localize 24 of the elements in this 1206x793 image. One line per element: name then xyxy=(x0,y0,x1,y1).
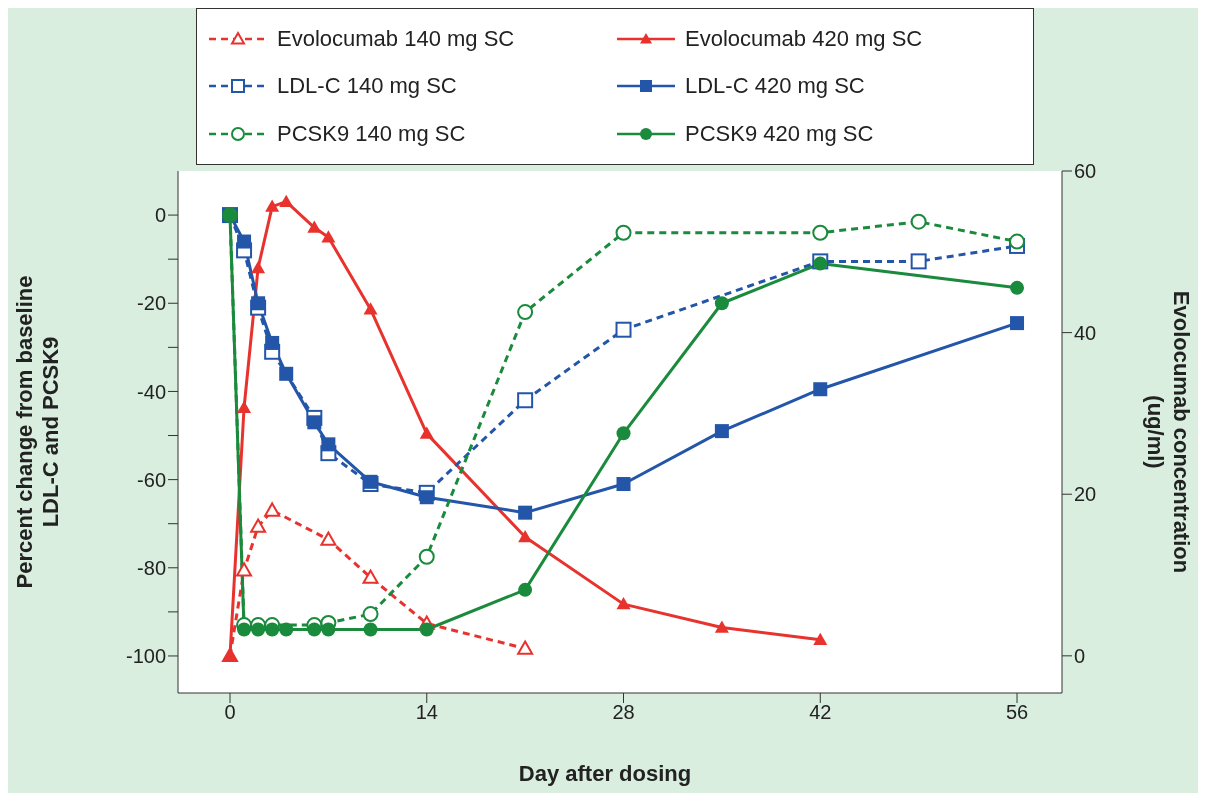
x-tick-label: 28 xyxy=(612,701,635,724)
legend-label: PCSK9 420 mg SC xyxy=(685,121,874,148)
y2-tick-label: 0 xyxy=(1074,644,1086,667)
legend-label: Evolocumab 140 mg SC xyxy=(277,25,515,52)
legend-label: LDL-C 420 mg SC xyxy=(685,73,865,100)
y-axis-title: Percent change from baseline LDL-C and PCSK9 xyxy=(12,274,64,591)
y-tick-label: -100 xyxy=(125,645,166,668)
x-axis-title: Day after dosing xyxy=(517,761,693,787)
x-tick-label: 14 xyxy=(415,701,438,724)
x-tick-label: 56 xyxy=(1005,701,1029,724)
legend-label: Evolocumab 420 mg SC xyxy=(685,25,923,52)
legend-label: PCSK9 140 mg SC xyxy=(277,121,466,148)
y-tick-label: -40 xyxy=(137,380,166,403)
legend-label: LDL-C 140 mg SC xyxy=(277,73,457,100)
x-tick-label: 42 xyxy=(809,701,832,724)
y2-tick-label: 20 xyxy=(1074,483,1097,506)
y-tick-label: -80 xyxy=(137,556,166,579)
y2-axis-title: Evolocumab concentration (ug/ml) xyxy=(1142,289,1194,576)
y-tick-label: -20 xyxy=(137,292,166,315)
y-tick-label: 0 xyxy=(154,204,166,227)
y2-tick-label: 40 xyxy=(1074,321,1097,344)
x-tick-label: 0 xyxy=(224,701,236,724)
y2-tick-label: 60 xyxy=(1074,160,1097,183)
y-tick-label: -60 xyxy=(137,468,166,491)
